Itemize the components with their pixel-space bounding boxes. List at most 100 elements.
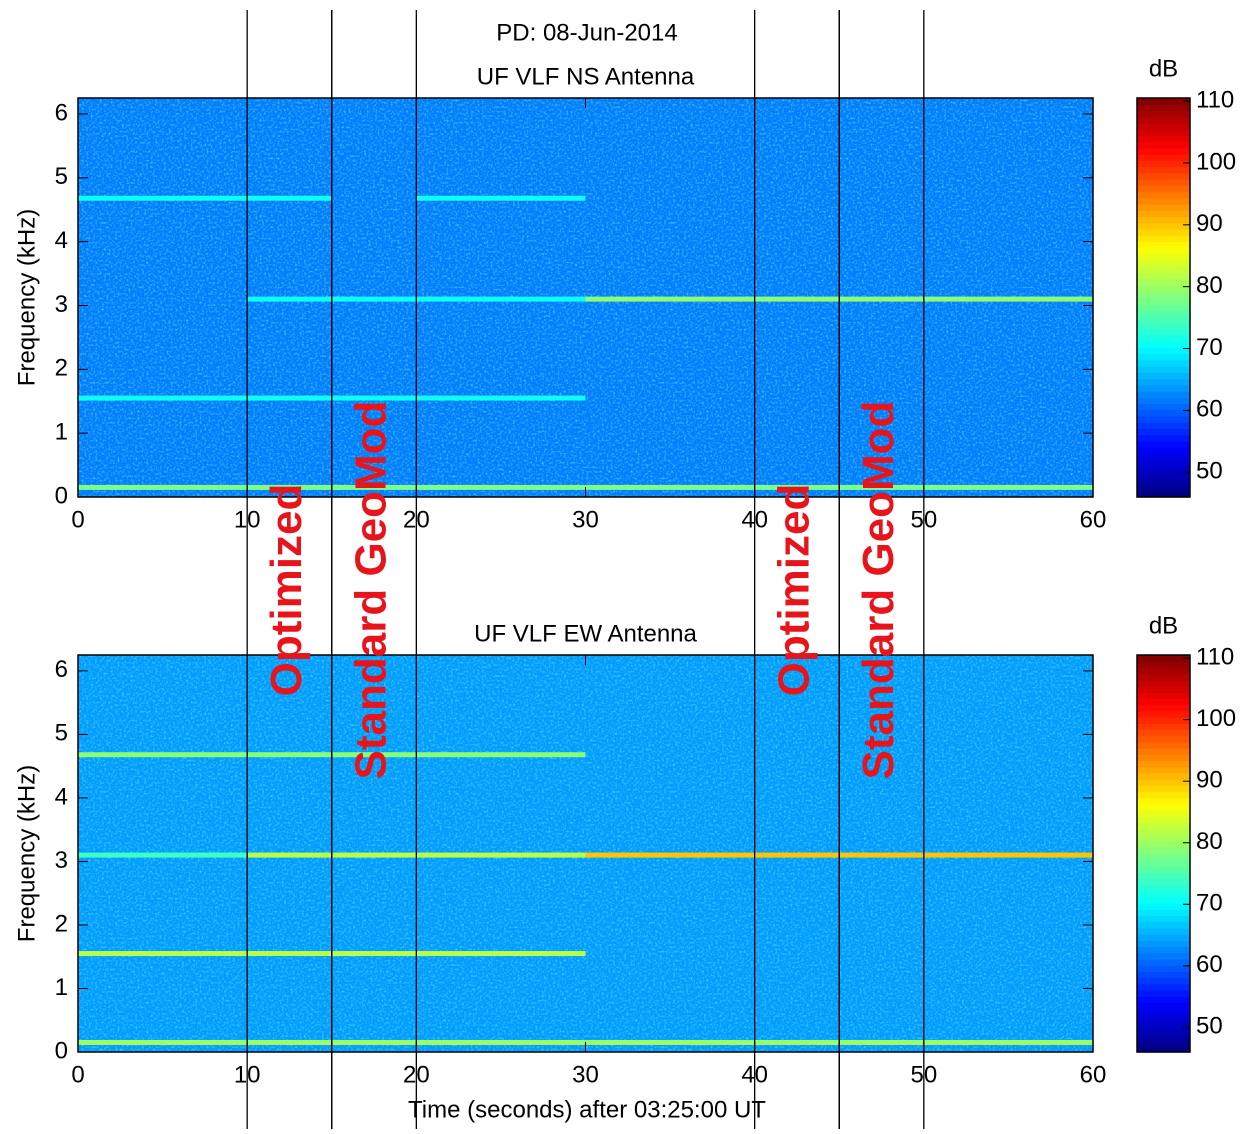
colorbar-cell — [1137, 122, 1190, 130]
colorbar-cell — [1137, 484, 1190, 492]
colorbar-cell — [1137, 741, 1190, 749]
tone-line — [416, 195, 586, 201]
y-tick-label: 4 — [55, 783, 68, 810]
colorbar-cell — [1137, 453, 1190, 461]
x-tick-label: 0 — [71, 506, 84, 533]
colorbar-cell — [1137, 228, 1190, 236]
colorbar-tick-label: 90 — [1196, 210, 1223, 237]
colorbar-cell — [1137, 710, 1190, 718]
y-tick-label: 2 — [55, 355, 68, 382]
colorbar-cell — [1137, 166, 1190, 174]
colorbar-cell — [1137, 977, 1190, 985]
colorbar-cell — [1137, 797, 1190, 805]
colorbar-tick-label: 100 — [1196, 705, 1236, 732]
colorbar-cell — [1137, 129, 1190, 137]
y-tick-label: 0 — [55, 1037, 68, 1064]
colorbar-cell — [1137, 378, 1190, 386]
colorbar-cell — [1137, 303, 1190, 311]
colorbar-cell — [1137, 247, 1190, 255]
colorbar-cell — [1137, 996, 1190, 1003]
colorbar-cell — [1137, 172, 1190, 180]
colorbar-cell — [1137, 872, 1190, 879]
colorbar-cell — [1137, 766, 1190, 774]
x-tick-label: 60 — [1080, 1061, 1107, 1088]
colorbar-cell — [1137, 655, 1190, 662]
colorbar-cell — [1137, 203, 1190, 211]
colorbar-cell — [1137, 459, 1190, 467]
colorbar-cell — [1137, 285, 1190, 292]
colorbar-tick-label: 60 — [1196, 396, 1223, 423]
colorbar-cell — [1137, 422, 1190, 430]
colorbar-cell — [1137, 490, 1190, 498]
colorbar-cell — [1137, 472, 1190, 479]
colorbar-cell — [1137, 698, 1190, 706]
colorbar-cell — [1137, 322, 1190, 330]
colorbar-cell — [1137, 372, 1190, 380]
colorbar-cell — [1137, 890, 1190, 898]
colorbar-cell — [1137, 803, 1190, 811]
colorbar-cell — [1137, 409, 1190, 417]
colorbar-frame — [1136, 97, 1191, 498]
colorbar-cell — [1137, 958, 1190, 966]
colorbar-tick-label: 70 — [1196, 334, 1223, 361]
colorbar-cell — [1137, 946, 1190, 954]
colorbar-tick-label: 50 — [1196, 1013, 1223, 1040]
x-tick-label: 30 — [572, 1061, 599, 1088]
colorbar-cell — [1137, 341, 1190, 348]
colorbar-tick-label: 80 — [1196, 828, 1223, 855]
colorbar-cell — [1137, 415, 1190, 423]
colorbar-cell — [1137, 828, 1190, 836]
colorbar-cell — [1137, 952, 1190, 960]
colorbar-cell — [1137, 216, 1190, 224]
colorbar-cell — [1137, 141, 1190, 149]
colorbar-cell — [1137, 334, 1190, 342]
colorbar-cell — [1137, 853, 1190, 861]
colorbar-cell — [1137, 309, 1190, 317]
colorbar-cell — [1137, 403, 1190, 411]
colorbar-cell — [1137, 735, 1190, 743]
y-tick-label: 0 — [55, 482, 68, 509]
colorbar-cell — [1137, 1014, 1190, 1022]
colorbar-tick-label: 80 — [1196, 272, 1223, 299]
colorbar-cell — [1137, 222, 1190, 230]
colorbar-cell — [1137, 779, 1190, 786]
colorbar-cell — [1137, 661, 1190, 669]
colorbar-cell — [1137, 266, 1190, 274]
colorbar-cell — [1137, 704, 1190, 712]
colorbar-cell — [1137, 909, 1190, 917]
colorbar-cell — [1137, 391, 1190, 398]
colorbar-cell — [1137, 1008, 1190, 1016]
colorbar-cell — [1137, 878, 1190, 886]
tone-line — [78, 852, 248, 858]
colorbar-cell — [1137, 135, 1190, 143]
colorbar-cell — [1137, 110, 1190, 118]
colorbar-tick-label: 110 — [1196, 643, 1234, 670]
colorbar-cell — [1137, 197, 1190, 205]
colorbar-cell — [1137, 1033, 1190, 1041]
colorbar-cell — [1137, 191, 1190, 199]
colorbar-cell — [1137, 983, 1190, 991]
interval-label: Optimized — [262, 484, 311, 697]
y-tick-label: 5 — [55, 163, 68, 190]
colorbar-cell — [1137, 104, 1190, 112]
colorbar-cell — [1137, 896, 1190, 904]
colorbar-cell — [1137, 816, 1190, 824]
colorbar-cell — [1137, 366, 1190, 373]
y-tick-label: 6 — [55, 99, 68, 126]
colorbar-cell — [1137, 971, 1190, 979]
colorbar-cell — [1137, 1027, 1190, 1034]
colorbar-cell — [1137, 291, 1190, 299]
colorbar-cell — [1137, 447, 1190, 454]
y-tick-label: 1 — [55, 419, 68, 446]
colorbar-tick-label: 50 — [1196, 458, 1223, 485]
colorbar-cell — [1137, 717, 1190, 724]
y-tick-label: 3 — [55, 291, 68, 318]
colorbar-cell — [1137, 1020, 1190, 1028]
colorbar-cell — [1137, 272, 1190, 280]
colorbar-cell — [1137, 278, 1190, 286]
colorbar-cell — [1137, 686, 1190, 693]
colorbar-cell — [1137, 865, 1190, 873]
colorbar-cell — [1137, 440, 1190, 448]
interval-label: Standard GeoMod — [854, 401, 903, 780]
colorbar-cell — [1137, 989, 1190, 997]
